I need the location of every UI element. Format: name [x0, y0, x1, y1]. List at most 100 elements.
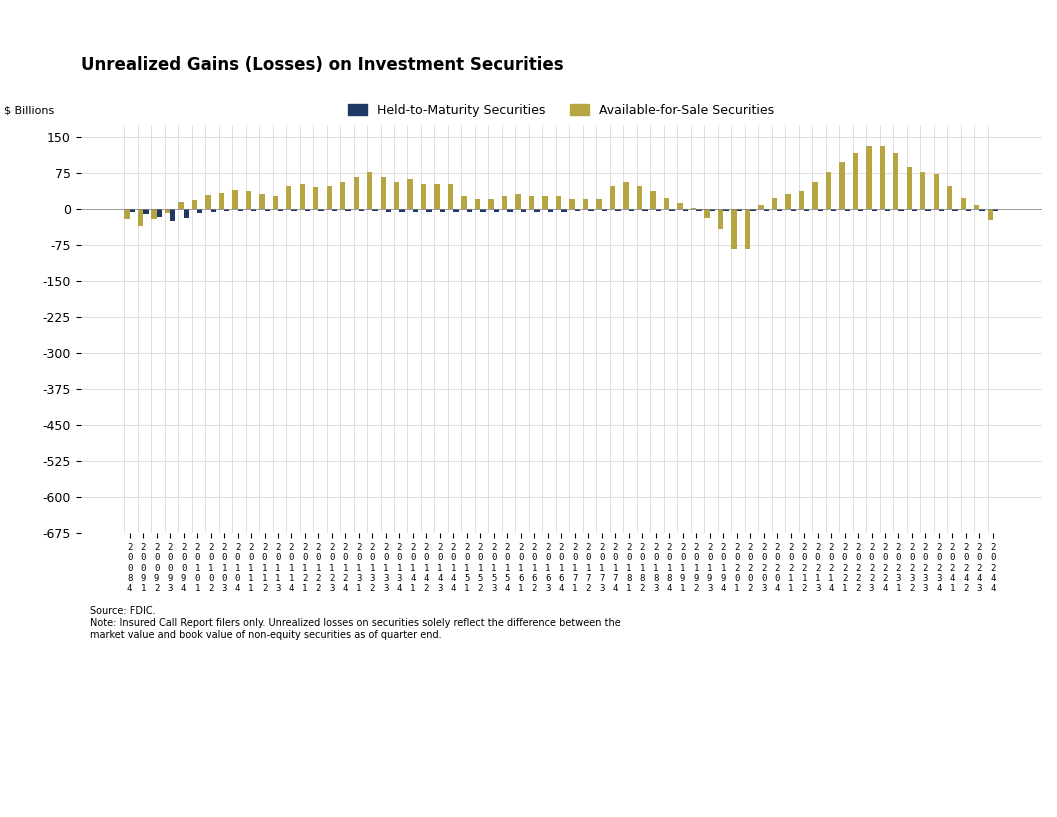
Bar	[340, 181, 346, 209]
Bar	[367, 172, 372, 209]
Bar	[434, 185, 440, 209]
Bar	[718, 209, 723, 230]
Bar	[286, 186, 292, 209]
Bar	[866, 145, 872, 209]
Bar	[137, 209, 143, 226]
Bar	[750, 209, 756, 211]
Bar	[156, 209, 162, 217]
Bar	[763, 209, 769, 211]
Bar	[596, 199, 601, 209]
Bar	[610, 186, 615, 209]
Bar	[534, 209, 540, 212]
Bar	[299, 185, 305, 209]
Bar	[885, 209, 890, 211]
Bar	[920, 172, 926, 209]
Bar	[462, 196, 467, 209]
Bar	[502, 196, 507, 209]
Bar	[453, 209, 459, 212]
Bar	[448, 184, 453, 209]
Bar	[318, 209, 323, 211]
Bar	[664, 199, 669, 209]
Bar	[636, 186, 643, 209]
Bar	[817, 209, 823, 211]
Bar	[582, 199, 589, 209]
Bar	[791, 209, 796, 211]
Bar	[556, 196, 561, 209]
Bar	[758, 206, 763, 209]
Bar	[408, 179, 413, 209]
Bar	[245, 191, 251, 209]
Bar	[305, 209, 311, 211]
Bar	[542, 196, 548, 209]
Bar	[346, 209, 351, 211]
Bar	[777, 209, 782, 211]
Bar	[130, 209, 135, 212]
Bar	[238, 209, 243, 211]
Bar	[494, 209, 499, 212]
Bar	[907, 167, 912, 209]
Bar	[650, 191, 655, 209]
Bar	[898, 209, 904, 211]
Text: $ Billions: $ Billions	[3, 105, 54, 115]
Bar	[933, 174, 939, 209]
Bar	[251, 209, 257, 211]
Bar	[615, 209, 620, 211]
Bar	[327, 186, 332, 209]
Bar	[845, 209, 850, 211]
Bar	[993, 209, 998, 211]
Bar	[125, 209, 130, 219]
Bar	[737, 209, 742, 211]
Bar	[799, 191, 804, 209]
Bar	[831, 209, 836, 211]
Bar	[353, 176, 359, 209]
Text: Source: FDIC.
Note: Insured Call Report filers only. Unrealized losses on securi: Source: FDIC. Note: Insured Call Report …	[90, 606, 620, 640]
Bar	[548, 209, 553, 212]
Bar	[952, 209, 958, 211]
Bar	[381, 176, 386, 209]
Bar	[745, 209, 750, 248]
Bar	[197, 209, 203, 213]
Legend: Held-to-Maturity Securities, Available-for-Sale Securities: Held-to-Maturity Securities, Available-f…	[344, 99, 779, 122]
Bar	[151, 209, 156, 219]
Bar	[259, 194, 264, 209]
Bar	[516, 194, 521, 209]
Bar	[731, 209, 737, 248]
Bar	[589, 209, 594, 211]
Bar	[561, 209, 567, 212]
Bar	[219, 193, 224, 209]
Bar	[980, 209, 985, 211]
Bar	[939, 209, 944, 211]
Bar	[210, 209, 216, 212]
Bar	[170, 209, 175, 221]
Bar	[394, 182, 400, 209]
Bar	[205, 195, 210, 209]
Bar	[643, 209, 648, 211]
Bar	[426, 209, 431, 212]
Bar	[400, 209, 405, 212]
Bar	[292, 209, 297, 211]
Bar	[879, 145, 885, 209]
Bar	[601, 209, 607, 211]
Bar	[812, 181, 817, 209]
Bar	[893, 153, 898, 209]
Bar	[233, 190, 238, 209]
Bar	[386, 209, 391, 212]
Bar	[804, 209, 810, 211]
Bar	[655, 209, 661, 211]
Bar	[488, 199, 494, 209]
Bar	[440, 209, 445, 212]
Bar	[853, 153, 858, 209]
Text: Unrealized Gains (Losses) on Investment Securities: Unrealized Gains (Losses) on Investment …	[80, 56, 563, 74]
Bar	[332, 209, 337, 211]
Bar	[947, 186, 952, 209]
Bar	[372, 209, 377, 211]
Bar	[165, 209, 170, 213]
Bar	[143, 209, 149, 214]
Bar	[926, 209, 931, 211]
Bar	[858, 209, 864, 211]
Bar	[704, 209, 709, 218]
Bar	[723, 209, 728, 211]
Bar	[359, 209, 365, 211]
Bar	[912, 209, 917, 211]
Bar	[179, 202, 184, 209]
